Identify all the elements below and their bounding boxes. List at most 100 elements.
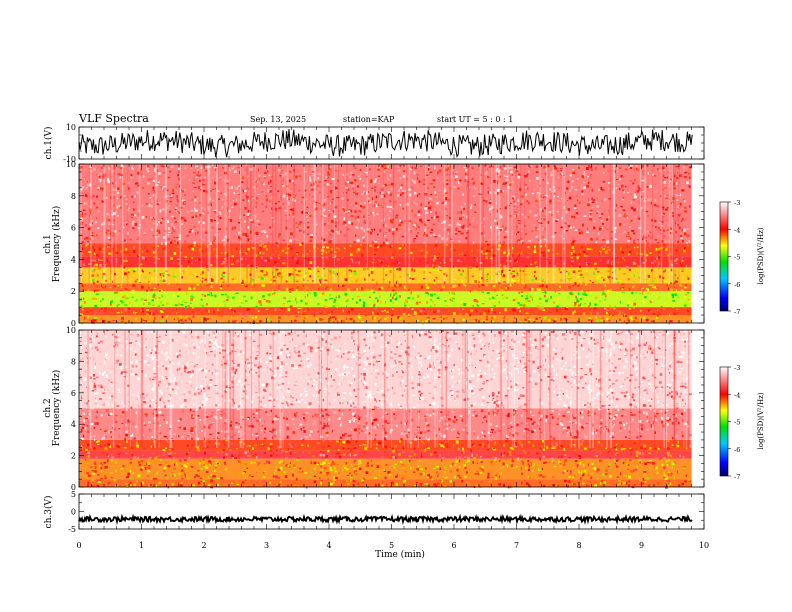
ch1-spectrogram-pixel (266, 248, 268, 251)
ch1-spectrogram-pixel (475, 300, 479, 303)
ch1-spectrogram-pixel (111, 247, 114, 249)
ch1-spectrogram-pixel (369, 179, 372, 183)
ch1-spectrogram-pixel (461, 226, 464, 229)
ch1-spectrogram-pixel (373, 189, 376, 192)
ch1-spectrogram-pixel (346, 317, 349, 320)
ch1-spectrogram-pixel (435, 264, 439, 267)
ch1-spectrogram-pixel (264, 259, 268, 262)
ch1-spectrogram-pixel (401, 235, 404, 238)
ch1-spectrogram-pixel (408, 220, 412, 222)
ch1-spectrogram-pixel (245, 168, 247, 171)
ch1-spectrogram-pixel (663, 243, 666, 246)
ch1-spectrogram-pixel (100, 166, 103, 169)
ch1-spectrogram-pixel (175, 207, 178, 209)
ch1-spectrogram-pixel (184, 256, 187, 258)
ch1-spectrogram-pixel (171, 215, 174, 218)
ch1-spectrogram-pixel (385, 241, 389, 245)
ch1-spectrogram-pixel (372, 286, 375, 289)
ch1-spectrogram-pixel (132, 166, 136, 169)
ch1-spectrogram-pixel (641, 179, 645, 182)
ch1-spectrogram-pixel (217, 211, 221, 214)
ch1-spectrogram-pixel (86, 246, 90, 249)
ch1-spectrogram-streak (337, 164, 339, 284)
ch1-spectrogram-pixel (201, 280, 203, 283)
ch1-spectrogram-pixel (127, 271, 130, 273)
ch1-spectrogram-pixel (530, 165, 533, 167)
ch1-spectrogram-pixel (553, 219, 555, 223)
ch1-spectrogram-pixel (677, 240, 679, 243)
ch1-spectrogram-pixel (439, 189, 441, 192)
ch1-spectrogram-pixel (222, 179, 224, 181)
ch1-spectrogram-pixel (476, 257, 478, 259)
ch1-spectrogram-pixel (381, 264, 384, 268)
ch1-spectrogram-pixel (479, 313, 482, 315)
ch1-spectrogram-pixel (158, 220, 161, 224)
ch1-spectrogram-pixel (628, 236, 630, 238)
ch1-spectrogram-pixel (391, 313, 394, 317)
ch1-spectrogram-pixel (655, 261, 657, 263)
ch1-spectrogram-pixel (383, 253, 386, 256)
ch1-spectrogram-pixel (456, 171, 458, 174)
ch1-spectrogram-pixel (606, 218, 609, 221)
ch1-spectrogram-pixel (600, 220, 603, 222)
ch1-spectrogram-pixel (654, 199, 657, 203)
ch1-spectrogram-pixel (417, 213, 421, 216)
ch1-spectrogram-pixel (507, 287, 509, 290)
ch1-spectrogram-pixel (375, 213, 379, 215)
ch1-spectrogram-pixel (255, 302, 258, 305)
ch1-spectrogram-pixel (246, 175, 249, 178)
ch1-spectrogram-pixel (518, 173, 521, 176)
ch2-spectrogram-pixel (461, 479, 463, 483)
ch1-spectrogram-streak (451, 164, 453, 284)
ch1-spectrogram-pixel (506, 241, 508, 244)
ch1-spectrogram-streak (519, 164, 521, 284)
ch1-spectrogram-pixel (607, 276, 611, 278)
ch2-spectrogram-pixel (475, 484, 479, 487)
ch1-spectrogram-pixel (371, 311, 374, 315)
ch1-spectrogram-pixel (168, 231, 171, 233)
ch1-spectrogram-streak (272, 164, 274, 284)
ch1-spectrogram-pixel (504, 315, 506, 318)
ch1-spectrogram-pixel (486, 279, 489, 282)
ch1-spectrogram-pixel (128, 307, 131, 310)
ch2-spectrogram-pixel (490, 483, 493, 486)
ch1-spectrogram-pixel (506, 296, 508, 299)
ch1-spectrogram-pixel (302, 177, 304, 179)
ch1-spectrogram-pixel (533, 298, 537, 301)
ch1-spectrogram-pixel (517, 305, 520, 309)
ch1-spectrogram-pixel (511, 174, 513, 177)
ch1-spectrogram-pixel (112, 223, 114, 225)
ch1-spectrogram-pixel (574, 204, 577, 207)
ch1-spectrogram-pixel (127, 284, 129, 286)
ch1-spectrogram-pixel (663, 177, 667, 179)
ch1-spectrogram-pixel (106, 247, 110, 249)
ch1-spectrogram-pixel (207, 299, 210, 301)
ch1-spectrogram-pixel (492, 320, 495, 324)
ch1-spectrogram-pixel (469, 313, 472, 317)
ch1-spectrogram-pixel (266, 270, 270, 273)
ch1-spectrogram-pixel (450, 187, 452, 190)
ch1-spectrogram-pixel (361, 320, 364, 324)
ch1-spectrogram-pixel (384, 318, 387, 320)
ch1-spectrogram-pixel (662, 213, 666, 215)
ch1-spectrogram-pixel (600, 260, 602, 262)
ch1-spectrogram-streak (79, 164, 81, 284)
ch1-spectrogram-pixel (114, 272, 116, 276)
ch1-spectrogram-pixel (327, 312, 330, 314)
ch1-spectrogram-pixel (122, 182, 125, 185)
ch1-spectrogram-pixel (658, 230, 660, 234)
ch1-spectrogram-pixel (560, 226, 563, 229)
ch1-spectrogram-pixel (114, 178, 117, 181)
ch1-spectrogram-pixel (384, 183, 387, 187)
ch1-spectrogram-pixel (317, 275, 320, 277)
ch1-spectrogram-pixel (612, 313, 614, 317)
ch1-spectrogram-pixel (250, 221, 252, 223)
ch1-spectrogram-pixel (330, 298, 334, 300)
ch1-spectrogram-pixel (434, 249, 437, 251)
ch1-spectrogram-pixel (645, 210, 649, 213)
ch1-spectrogram-pixel (264, 177, 267, 179)
ch1-spectrogram-pixel (563, 317, 566, 320)
ch1-spectrogram-pixel (544, 318, 546, 320)
ch1-spectrogram-pixel (433, 310, 436, 314)
ch2-spectrogram-pixel (249, 479, 252, 481)
